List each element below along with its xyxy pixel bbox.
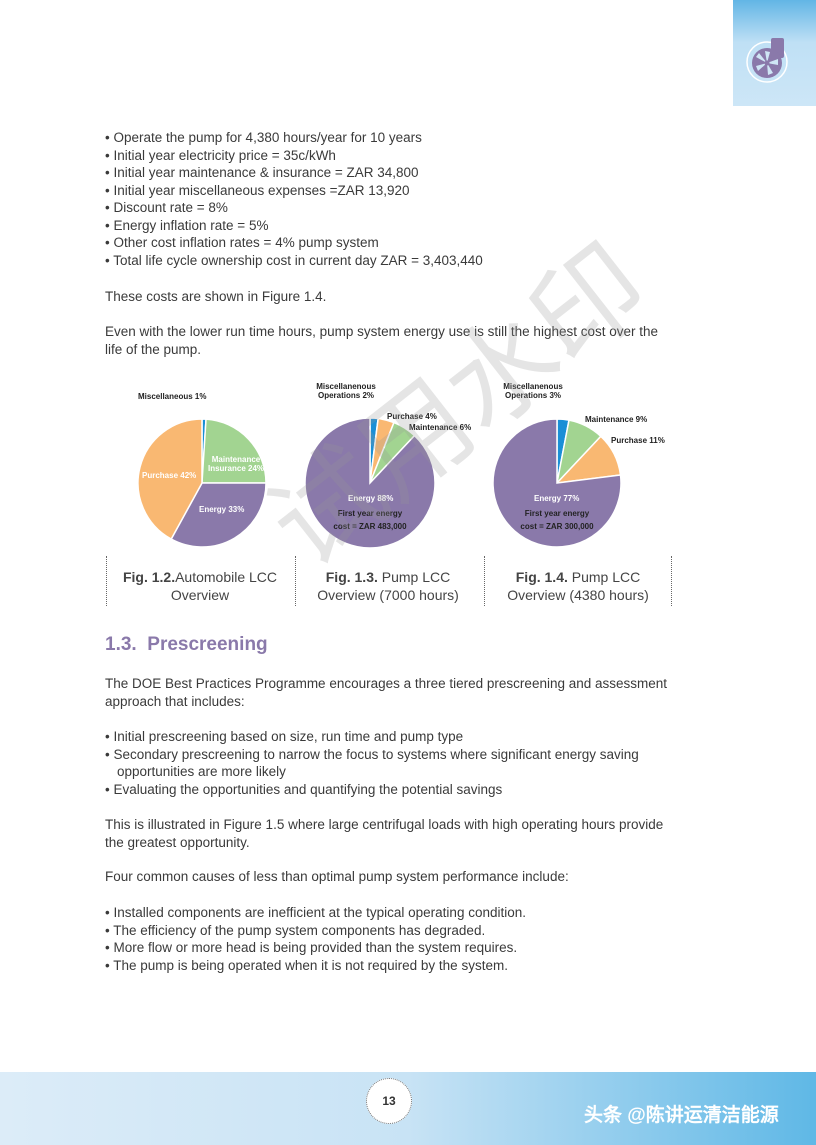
slice-label: Miscellaneous 1%: [138, 392, 207, 401]
section-heading: 1.3. Prescreening: [105, 634, 268, 655]
causes-list: Installed components are inefficient at …: [105, 904, 673, 974]
figure-caption: Fig. 1.3. Pump LCC Overview (7000 hours): [317, 569, 459, 603]
divider: [671, 556, 672, 606]
list-item: Initial year electricity price = 35c/kWh: [105, 147, 673, 165]
figure-caption: Fig. 1.2.Automobile LCC Overview: [122, 569, 278, 603]
slice-label: Maintenance 6%: [409, 423, 472, 432]
list-item: Total life cycle ownership cost in curre…: [105, 252, 673, 270]
paragraph: The DOE Best Practices Programme encoura…: [105, 676, 668, 709]
paragraph: Even with the lower run time hours, pump…: [105, 324, 659, 357]
slice-label: Miscellanenous Operations 3%: [503, 382, 563, 400]
slice-label: Purchase 4%: [387, 412, 437, 421]
list-item: Operate the pump for 4,380 hours/year fo…: [105, 129, 673, 147]
slice-label: Maintenance 9%: [585, 415, 648, 424]
paragraph: These costs are shown in Figure 1.4.: [105, 289, 327, 304]
slice-label: Energy 33%: [199, 505, 245, 514]
list-item: Initial year maintenance & insurance = Z…: [105, 164, 673, 182]
paragraph: This is illustrated in Figure 1.5 where …: [105, 817, 664, 850]
list-item: Other cost inflation rates = 4% pump sys…: [105, 234, 673, 252]
chart-note: First year energy cost = ZAR 300,000: [520, 509, 594, 531]
divider: [484, 556, 485, 606]
slice-label: Energy 77%: [534, 494, 580, 503]
chart-note: First year energy cost = ZAR 483,000: [333, 509, 407, 531]
pie-slice-purchase: [137, 418, 203, 541]
list-item: The pump is being operated when it is no…: [105, 957, 673, 975]
list-item: The efficiency of the pump system compon…: [105, 922, 673, 940]
prescreening-list: Initial prescreening based on size, run …: [105, 728, 673, 798]
list-item: Initial prescreening based on size, run …: [105, 728, 673, 746]
divider: [295, 556, 296, 606]
slice-label: Purchase 42%: [142, 471, 197, 480]
list-item: Evaluating the opportunities and quantif…: [105, 781, 673, 799]
list-item: Discount rate = 8%: [105, 199, 673, 217]
list-item: Initial year miscellaneous expenses =ZAR…: [105, 182, 673, 200]
pump-logo-icon: [746, 38, 788, 83]
pie-slice-energy: [170, 482, 267, 548]
slice-label: Purchase 11%: [611, 436, 665, 445]
assumption-list: Operate the pump for 4,380 hours/year fo…: [105, 129, 673, 269]
divider: [106, 556, 107, 606]
pie-slice-energy: [492, 418, 622, 548]
figure-caption: Fig. 1.4. Pump LCC Overview (4380 hours): [507, 569, 649, 603]
slice-label: Miscellanenous Operations 2%: [316, 382, 376, 400]
slice-label: Energy 88%: [348, 494, 394, 503]
list-item: Secondary prescreening to narrow the foc…: [105, 746, 673, 781]
slice-label: Maintenance Insurance 24%: [207, 455, 265, 473]
paragraph: Four common causes of less than optimal …: [105, 869, 569, 884]
pie-charts: [137, 417, 622, 549]
header-corner-band: [733, 0, 816, 106]
list-item: Energy inflation rate = 5%: [105, 217, 673, 235]
pie-slice-energy: [304, 417, 436, 549]
list-item: Installed components are inefficient at …: [105, 904, 673, 922]
list-item: More flow or more head is being provided…: [105, 939, 673, 957]
pie-slice-maintenance: [201, 418, 267, 484]
source-watermark: 头条 @陈讲运清洁能源: [584, 1105, 779, 1126]
page-number: 13: [366, 1078, 412, 1124]
